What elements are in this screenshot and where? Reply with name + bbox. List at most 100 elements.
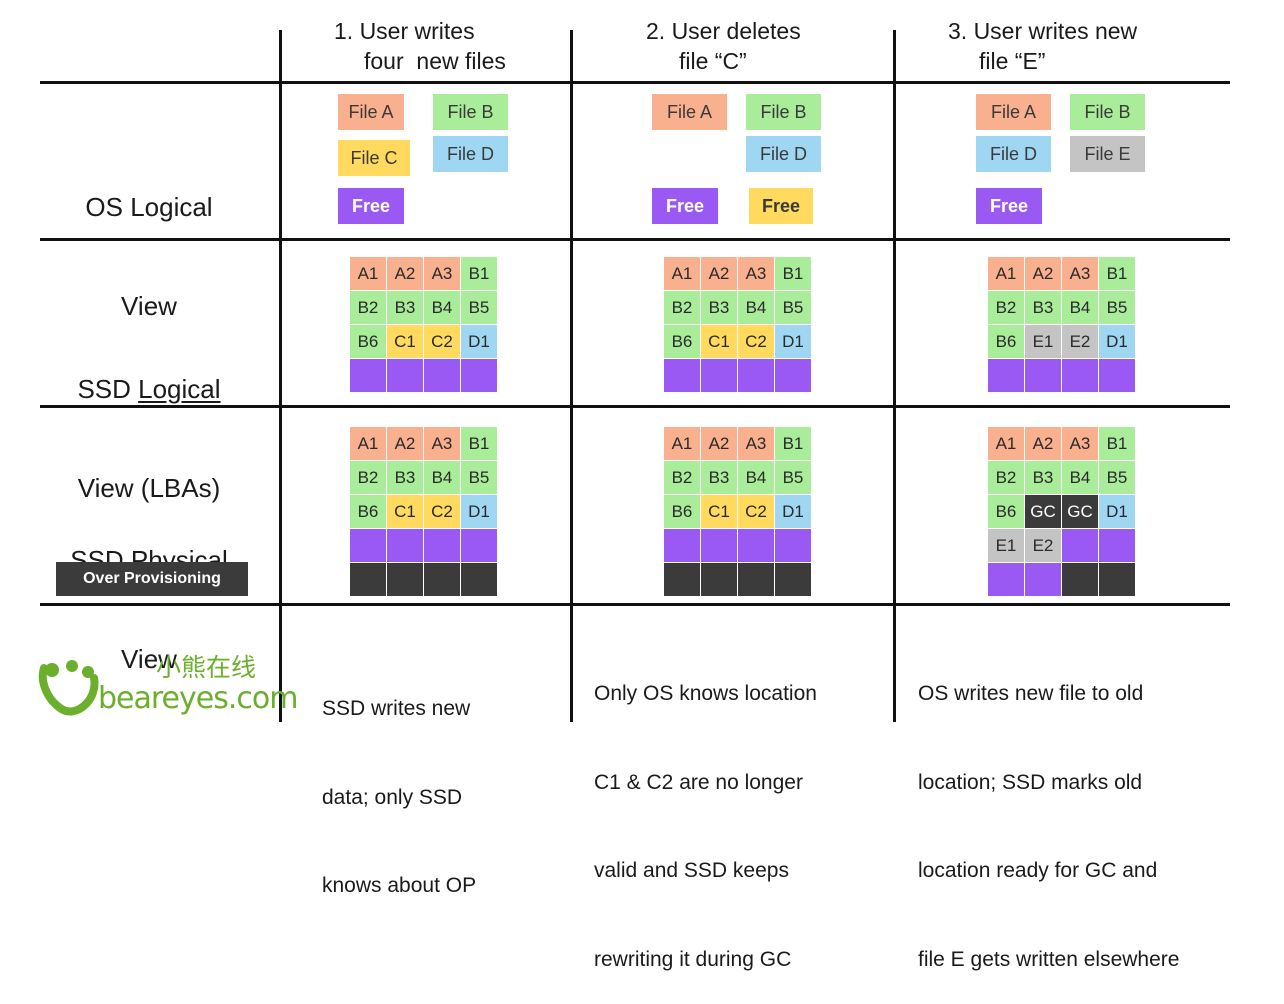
os-file-block: File D — [746, 136, 821, 172]
os-file-block: File A — [652, 94, 727, 130]
os-free-block: Free — [976, 188, 1042, 224]
column-divider-1 — [279, 30, 282, 722]
ssd-physical-grid-step-2: A1 A2 A3 B1 B2 B3 B4 B5 B6 C1 C2 D1 — [664, 427, 811, 596]
lba-cell-purple — [350, 359, 386, 392]
lba-cell-a3: A3 — [1062, 257, 1098, 290]
os-file-block: File D — [433, 136, 508, 172]
lba-cell-c1: C1 — [701, 495, 737, 528]
lba-cell-c2: C2 — [424, 495, 460, 528]
lba-cell-dark — [775, 563, 811, 596]
lba-cell-b6: B6 — [350, 325, 386, 358]
lba-cell-b2: B2 — [664, 461, 700, 494]
lba-cell-purple — [1062, 359, 1098, 392]
lba-cell-a3: A3 — [738, 427, 774, 460]
column-divider-3 — [893, 30, 896, 722]
lba-cell-b3: B3 — [1025, 461, 1061, 494]
lba-cell-b2: B2 — [350, 291, 386, 324]
lba-cell-b3: B3 — [387, 461, 423, 494]
os-file-block: File A — [338, 94, 404, 130]
os-file-block: File B — [433, 94, 508, 130]
ssd-logical-grid-step-1: A1 A2 A3 B1 B2 B3 B4 B5 B6 C1 C2 D1 — [350, 257, 497, 392]
lba-cell-purple — [1025, 359, 1061, 392]
description-line: Only OS knows location — [594, 682, 817, 705]
lba-cell-dark — [387, 563, 423, 596]
lba-cell-b4: B4 — [424, 461, 460, 494]
column-divider-2 — [570, 30, 573, 722]
lba-cell-b3: B3 — [1025, 291, 1061, 324]
lba-cell-a1: A1 — [988, 427, 1024, 460]
lba-cell-e1: E1 — [1025, 325, 1061, 358]
description-line: location; SSD marks old — [918, 770, 1143, 794]
lba-cell-b4: B4 — [424, 291, 460, 324]
lba-cell-b2: B2 — [350, 461, 386, 494]
table-rule-physical — [40, 603, 1230, 606]
lba-cell-purple — [701, 529, 737, 562]
lba-cell-a2: A2 — [701, 427, 737, 460]
lba-cell-dark — [424, 563, 460, 596]
lba-cell-purple — [424, 359, 460, 392]
header-step-1-line2: four new files — [364, 48, 506, 74]
description-line: valid and SSD keeps — [594, 859, 789, 882]
lba-cell-b1: B1 — [461, 427, 497, 460]
lba-cell-e1: E1 — [988, 529, 1024, 562]
os-file-block: File B — [746, 94, 821, 130]
table-rule-logical — [40, 405, 1230, 408]
lba-cell-a3: A3 — [1062, 427, 1098, 460]
header-step-3-line1: 3. User writes new — [948, 18, 1138, 44]
lba-cell-purple — [461, 359, 497, 392]
lba-cell-purple — [387, 529, 423, 562]
lba-cell-b3: B3 — [701, 291, 737, 324]
description-step-2: Only OS knows location C1 & C2 are no lo… — [594, 620, 817, 1004]
lba-cell-purple — [664, 529, 700, 562]
lba-cell-purple — [1099, 359, 1135, 392]
logo-site-text: beareyes.com — [98, 681, 298, 716]
lba-cell-dark — [1062, 563, 1098, 596]
lba-cell-b2: B2 — [988, 461, 1024, 494]
description-line: file E gets written elsewhere — [918, 947, 1180, 971]
lba-cell-purple — [350, 529, 386, 562]
lba-cell-a3: A3 — [424, 427, 460, 460]
lba-cell-d1: D1 — [461, 495, 497, 528]
lba-cell-e2: E2 — [1025, 529, 1061, 562]
description-line: data; only SSD — [322, 785, 463, 809]
row-label-ssd-logical-line2: View (LBAs) — [77, 473, 221, 503]
lba-cell-a1: A1 — [988, 257, 1024, 290]
lba-cell-b1: B1 — [1099, 427, 1135, 460]
lba-cell-dark — [461, 563, 497, 596]
lba-cell-a3: A3 — [738, 257, 774, 290]
lba-cell-d1: D1 — [461, 325, 497, 358]
lba-cell-d1: D1 — [1099, 325, 1135, 358]
lba-cell-a1: A1 — [350, 427, 386, 460]
lba-cell-b3: B3 — [701, 461, 737, 494]
lba-cell-b1: B1 — [1099, 257, 1135, 290]
lba-cell-d1: D1 — [1099, 495, 1135, 528]
lba-cell-b4: B4 — [738, 291, 774, 324]
lba-cell-b1: B1 — [775, 427, 811, 460]
lba-cell-b2: B2 — [664, 291, 700, 324]
ssd-physical-grid-step-3: A1 A2 A3 B1 B2 B3 B4 B5 B6 GC GC D1 E1 E2 — [988, 427, 1135, 596]
lba-cell-b4: B4 — [1062, 291, 1098, 324]
lba-cell-purple — [988, 563, 1024, 596]
beareyes-logo: 小熊在线 beareyes.com — [38, 652, 298, 722]
lba-cell-b5: B5 — [1099, 461, 1135, 494]
header-step-2-line1: 2. User deletes — [646, 18, 801, 44]
lba-cell-purple — [738, 359, 774, 392]
lba-cell-purple — [461, 529, 497, 562]
description-line: knows about OP — [322, 874, 477, 897]
lba-cell-d1: D1 — [775, 325, 811, 358]
description-line: C1 & C2 are no longer — [594, 770, 803, 794]
row-label-ssd-logical-line1: SSD Logical — [40, 373, 258, 406]
lba-cell-a2: A2 — [1025, 257, 1061, 290]
lba-cell-c1: C1 — [701, 325, 737, 358]
lba-cell-c2: C2 — [738, 495, 774, 528]
lba-cell-a1: A1 — [664, 257, 700, 290]
lba-cell-e2: E2 — [1062, 325, 1098, 358]
row-label-os-line1: OS Logical — [85, 192, 213, 222]
header-step-1-line1: 1. User writes — [334, 18, 475, 44]
lba-cell-purple — [1025, 563, 1061, 596]
os-free-block: Free — [652, 188, 718, 224]
os-file-block: File E — [1070, 136, 1145, 172]
lba-cell-purple — [775, 529, 811, 562]
row-label-ssd-logical-prefix: SSD — [77, 374, 139, 404]
row-label-os-line2: View — [121, 291, 177, 321]
